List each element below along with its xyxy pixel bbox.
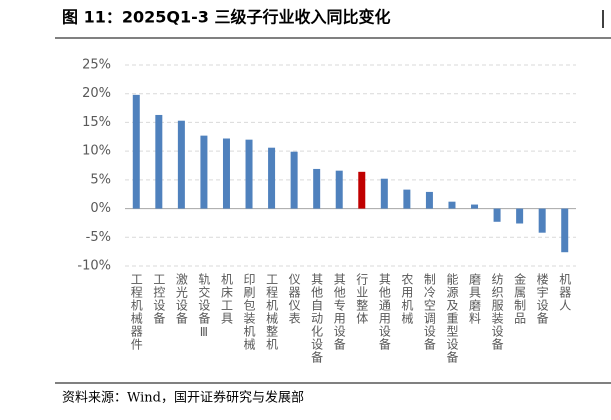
x-tick-label: 能源及重型设备 [445, 273, 459, 364]
bar [561, 208, 569, 253]
x-tick-label: 工控设备 [152, 273, 166, 325]
bar [403, 189, 411, 209]
x-tick-label: 其他自动化设备 [310, 273, 324, 364]
bar [313, 168, 321, 209]
y-tick-label: 0% [90, 201, 111, 216]
bar [516, 208, 524, 224]
chart-title: 图 11：2025Q1-3 三级子行业收入同比变化 [62, 8, 390, 27]
bar [493, 208, 501, 222]
source-note: 资料来源：Wind，国开证券研究与发展部 [62, 390, 304, 406]
x-tick-label: 其他专用设备 [332, 273, 346, 351]
x-tick-label: 轨交设备Ⅲ [197, 273, 211, 340]
x-tick-label: 激光设备 [174, 273, 188, 325]
y-tick-label: -5% [86, 230, 111, 245]
x-tick-label: 仪器仪表 [287, 273, 301, 325]
y-tick-label: 15% [82, 115, 111, 130]
bar [335, 170, 343, 209]
bar [358, 171, 366, 209]
bar [222, 138, 230, 209]
bar [268, 147, 276, 209]
bar [245, 139, 253, 209]
y-tick-label: 5% [90, 172, 111, 187]
x-tick-label: 纺织服装设备 [490, 273, 504, 351]
bar [132, 94, 140, 209]
bar [380, 178, 388, 209]
x-tick-label: 金属制品 [513, 272, 527, 325]
x-tick-label: 机床工具 [219, 273, 233, 325]
bar [177, 120, 185, 209]
x-tick-label: 工程机械器件 [129, 273, 143, 351]
bar [200, 135, 208, 209]
y-tick-label: 20% [82, 86, 111, 101]
x-tick-label: 农用机械 [400, 273, 414, 325]
x-tick-label: 制冷空调设备 [422, 273, 436, 351]
bar [538, 208, 546, 233]
x-tick-label: 机器人 [558, 273, 572, 312]
bar [448, 201, 456, 209]
x-tick-label: 工程机械整机 [265, 273, 279, 351]
x-tick-label: 其他通用设备 [377, 273, 391, 351]
y-tick-label: -10% [77, 259, 111, 274]
x-tick-label: 印刷包装机械 [242, 273, 256, 351]
y-tick-label: 25% [82, 58, 111, 73]
x-tick-label: 楼宇设备 [535, 272, 549, 325]
bar [471, 204, 479, 209]
bar [425, 191, 433, 209]
x-tick-label: 磨具磨料 [468, 273, 482, 325]
bar [155, 114, 163, 209]
bar [290, 151, 298, 209]
x-tick-label: 行业整体 [355, 273, 369, 325]
y-tick-label: 10% [82, 144, 111, 159]
